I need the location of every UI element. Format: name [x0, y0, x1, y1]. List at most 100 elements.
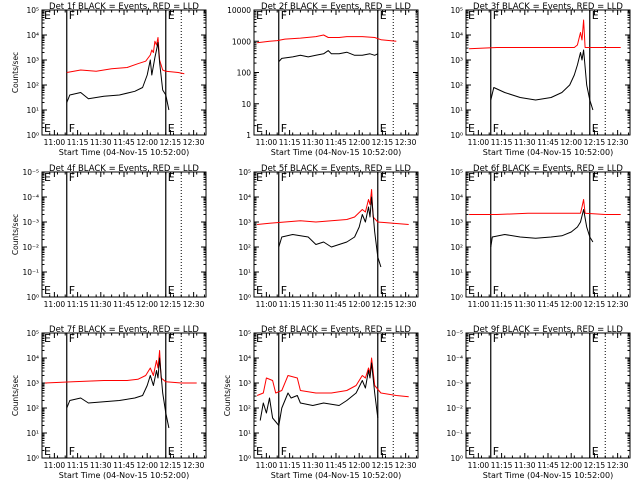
x-tick-label: 12:30	[607, 138, 629, 147]
y-axis-label: Counts/sec	[11, 214, 20, 255]
y-tick-label: 10⁴	[450, 193, 463, 202]
edge-label-top: E	[468, 9, 475, 22]
chart-title: Det 8f BLACK = Events, RED = LLD	[261, 325, 411, 335]
x-tick-label: 11:30	[514, 461, 536, 470]
x-tick-label: 11:15	[491, 300, 513, 309]
y-tick-label: 10⁻⁴	[22, 193, 39, 202]
marker-label-top: E	[380, 332, 387, 345]
marker-label-top: E	[592, 9, 599, 22]
x-tick-label: 12:00	[348, 138, 370, 147]
series-line-lld	[469, 199, 621, 215]
marker-label-top: F	[493, 332, 499, 345]
x-tick-label: 11:00	[44, 461, 66, 470]
x-tick-label: 12:15	[584, 138, 606, 147]
marker-label-bottom: F	[69, 284, 75, 297]
x-tick-label: 12:00	[136, 461, 158, 470]
edge-label-bottom: E	[256, 445, 263, 458]
chart-title: Det 6f BLACK = Events, RED = LLD	[473, 164, 623, 174]
y-tick-label: 10⁻¹	[446, 429, 463, 438]
x-tick-label: 11:30	[90, 461, 112, 470]
x-tick-label: 11:45	[325, 461, 347, 470]
chart-title: Det 5f BLACK = Events, RED = LLD	[261, 164, 411, 174]
y-tick-label: 10⁻²	[446, 404, 463, 413]
marker-label-top: E	[168, 9, 175, 22]
series-line-lld	[45, 350, 197, 384]
x-tick-label: 11:00	[44, 300, 66, 309]
x-tick-label: 12:00	[348, 300, 370, 309]
chart-title: Det 1f BLACK = Events, RED = LLD	[49, 2, 199, 12]
marker-label-top: E	[168, 332, 175, 345]
y-tick-label: 10⁻³	[22, 218, 39, 227]
marker-label-top: E	[592, 332, 599, 345]
marker-label-bottom: F	[281, 284, 287, 297]
y-tick-label: 10⁵	[238, 168, 251, 177]
x-tick-label: 11:15	[279, 461, 301, 470]
chart-panel-4: 10⁰ 10⁻¹ 10⁻² 10⁻³ 10⁻⁴ 10⁻⁵ 11:00 11:15 11:30 11…	[11, 164, 207, 309]
edge-label-bottom: E	[468, 122, 475, 135]
x-tick-label: 11:45	[325, 138, 347, 147]
y-tick-label: 10²	[450, 81, 463, 90]
x-tick-label: 11:30	[514, 138, 536, 147]
marker-label-bottom: E	[380, 122, 387, 135]
marker-label-top: E	[168, 171, 175, 184]
marker-label-top: E	[380, 9, 387, 22]
x-tick-label: 11:15	[67, 138, 89, 147]
x-tick-label: 11:00	[468, 138, 490, 147]
series-line-events	[66, 42, 170, 111]
y-tick-label: 10⁵	[450, 6, 463, 15]
edge-label-bottom: E	[256, 284, 263, 297]
y-tick-label: 10³	[450, 56, 463, 65]
y-tick-label: 10	[241, 100, 251, 109]
edge-label-top: E	[44, 9, 51, 22]
y-tick-label: 10³	[238, 379, 251, 388]
edge-label-bottom: E	[256, 122, 263, 135]
y-tick-label: 10¹	[26, 429, 39, 438]
x-tick-label: 11:30	[302, 300, 324, 309]
edge-label-top: E	[44, 171, 51, 184]
x-tick-label: 11:30	[90, 138, 112, 147]
x-tick-label: 12:30	[607, 300, 629, 309]
x-tick-label: 11:15	[67, 300, 89, 309]
edge-label-top: E	[256, 9, 263, 22]
x-tick-label: 12:15	[372, 461, 394, 470]
marker-label-bottom: E	[592, 284, 599, 297]
marker-label-bottom: E	[168, 122, 175, 135]
edge-label-top: E	[44, 332, 51, 345]
series-line-lld	[469, 19, 621, 50]
x-axis-label: Start Time (04-Nov-15 10:52:00)	[59, 471, 189, 480]
x-tick-label: 11:30	[90, 300, 112, 309]
x-tick-label: 11:45	[537, 138, 559, 147]
y-tick-label: 10³	[26, 56, 39, 65]
x-tick-label: 11:15	[279, 138, 301, 147]
y-tick-label: 10³	[450, 218, 463, 227]
y-tick-label: 10⁴	[26, 31, 39, 40]
x-tick-label: 12:15	[372, 300, 394, 309]
y-tick-label: 10⁰	[450, 293, 463, 302]
marker-label-bottom: E	[380, 445, 387, 458]
x-tick-label: 12:30	[183, 461, 205, 470]
x-axis-label: Start Time (04-Nov-15 10:52:00)	[271, 148, 401, 157]
x-tick-label: 11:00	[256, 138, 278, 147]
y-tick-label: 10¹	[238, 268, 251, 277]
y-tick-label: 10⁻²	[22, 243, 39, 252]
marker-label-bottom: F	[493, 284, 499, 297]
x-tick-label: 12:15	[160, 461, 182, 470]
x-tick-label: 12:15	[584, 461, 606, 470]
x-tick-label: 11:45	[537, 300, 559, 309]
edge-label-top: E	[468, 332, 475, 345]
edge-label-top: E	[256, 332, 263, 345]
marker-label-top: F	[493, 9, 499, 22]
x-tick-label: 11:45	[537, 461, 559, 470]
y-tick-label: 10⁻¹	[22, 268, 39, 277]
series-line-lld	[66, 37, 185, 75]
series-line-events	[278, 196, 382, 268]
y-tick-label: 10²	[26, 404, 39, 413]
series-line-events	[278, 50, 379, 62]
x-tick-label: 12:15	[584, 300, 606, 309]
